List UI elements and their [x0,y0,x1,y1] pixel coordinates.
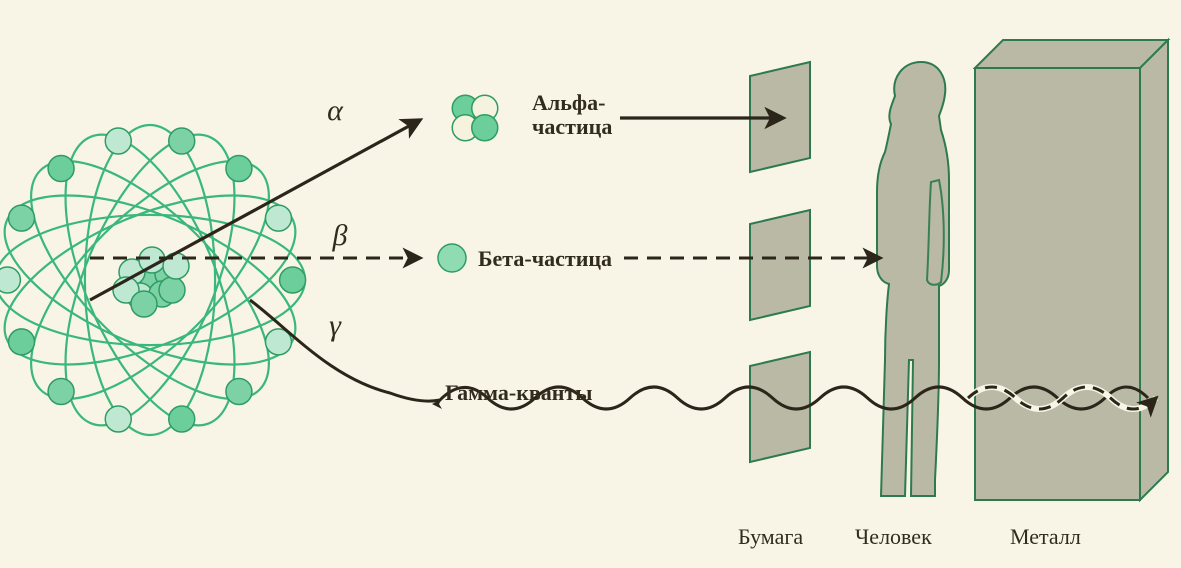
paper-label: Бумага [738,524,803,549]
alpha-label-1: Альфа- [532,90,605,115]
alpha-label-2: частица [532,114,612,139]
paper-sheet [750,210,810,320]
beta-symbol: β [332,219,348,252]
beta-label: Бета-частица [478,246,612,271]
gamma-symbol: γ [329,309,342,342]
human-label: Человек [855,524,932,549]
alpha-symbol: α [327,94,344,127]
gamma-label: Гамма-кванты [445,380,592,405]
metal-block [975,40,1168,500]
beta-particle-icon [438,244,466,272]
metal-label: Металл [1010,524,1081,549]
